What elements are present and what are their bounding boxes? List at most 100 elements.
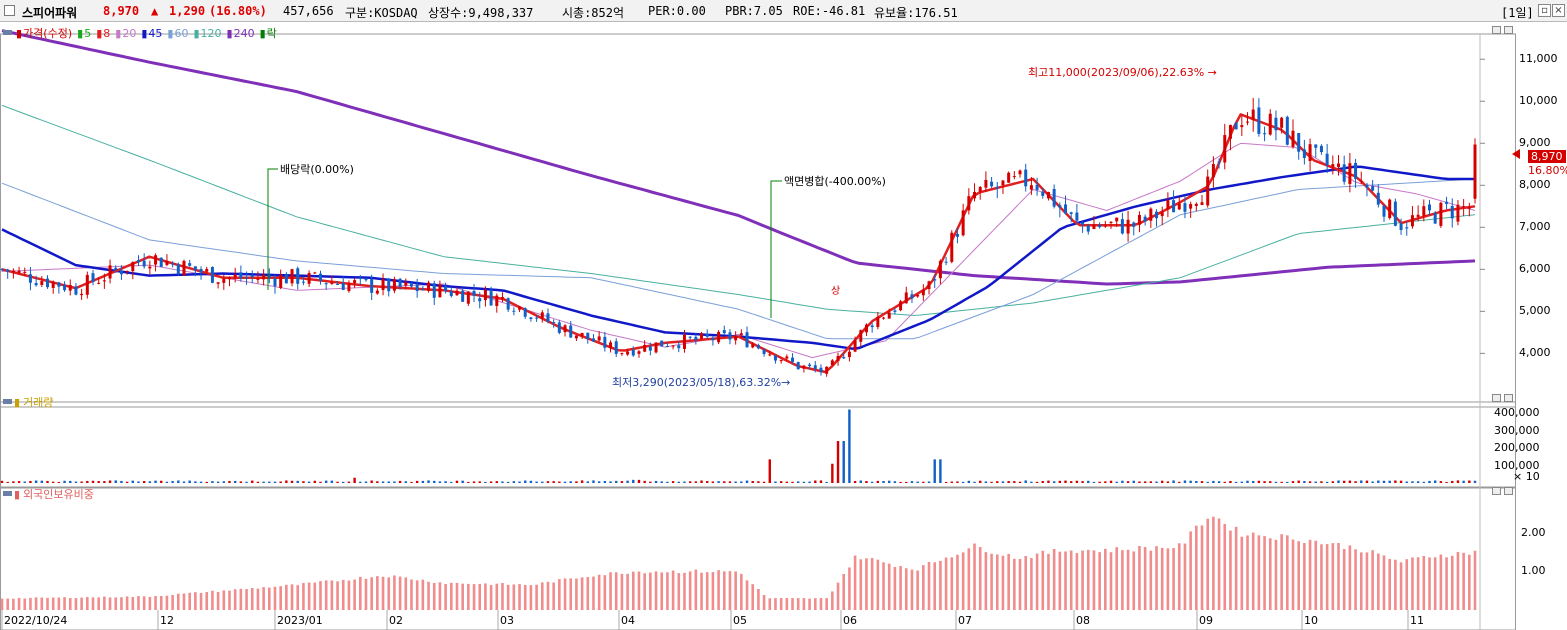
legend-item[interactable]: ▮120 bbox=[193, 27, 222, 40]
foreign-bar bbox=[1092, 550, 1096, 610]
foreign-bar bbox=[484, 583, 487, 610]
candle-body bbox=[1098, 224, 1102, 228]
legend-item[interactable]: ▮5 bbox=[77, 27, 92, 40]
foreign-bar bbox=[29, 597, 32, 610]
candle-body bbox=[370, 279, 374, 293]
candle-body bbox=[802, 365, 806, 369]
volume-bar bbox=[615, 480, 618, 483]
candle-body bbox=[1388, 199, 1392, 219]
foreign-bar bbox=[620, 573, 624, 610]
volume-bar bbox=[256, 481, 260, 483]
candle-body bbox=[227, 277, 231, 280]
current-price: 8,970 bbox=[103, 4, 140, 18]
foreign-bar bbox=[12, 598, 15, 610]
volume-bar bbox=[1445, 481, 1448, 483]
candle-body bbox=[648, 346, 652, 351]
panel-close-icon[interactable] bbox=[1504, 26, 1513, 34]
axis-ticks bbox=[1, 58, 1485, 630]
restore-icon[interactable]: ▫ bbox=[1538, 4, 1551, 17]
candle-body bbox=[950, 232, 954, 262]
legend-item-label: 120 bbox=[200, 27, 222, 40]
candle-body bbox=[97, 282, 101, 284]
foreign-bar bbox=[1428, 557, 1431, 610]
close-icon[interactable]: × bbox=[1552, 4, 1565, 17]
volume-bar bbox=[899, 481, 902, 483]
panel-close-icon[interactable] bbox=[1504, 394, 1513, 402]
candle-body bbox=[114, 267, 118, 271]
volume-bar bbox=[74, 481, 78, 483]
foreign-bar bbox=[631, 571, 635, 610]
candle-body bbox=[540, 312, 544, 318]
panel-handle-icon[interactable] bbox=[3, 491, 12, 496]
legend-item[interactable]: ▮8 bbox=[96, 27, 111, 40]
foreign-bar bbox=[478, 583, 482, 610]
roe-value: ROE:-46.81 bbox=[793, 4, 866, 18]
legend-item[interactable]: ▮240 bbox=[226, 27, 255, 40]
foreign-bar bbox=[1439, 554, 1443, 610]
candle-body bbox=[387, 278, 391, 292]
foreign-bar bbox=[848, 567, 851, 610]
volume-bar bbox=[410, 481, 413, 483]
dividend-annotation: 배당락(0.00%) bbox=[280, 163, 354, 176]
candle-body bbox=[1359, 181, 1363, 183]
volume-bar bbox=[757, 481, 760, 483]
panel-handle-icon[interactable] bbox=[3, 30, 12, 35]
period-selector[interactable]: [1일] bbox=[1501, 6, 1534, 20]
price-tick-label: 10,000 bbox=[1519, 94, 1558, 108]
volume-bar bbox=[472, 481, 476, 483]
legend-item[interactable]: ▮60 bbox=[167, 27, 189, 40]
candle-body bbox=[637, 351, 641, 354]
foreign-bar bbox=[1291, 539, 1295, 610]
price-tick-label: 8,000 bbox=[1519, 178, 1551, 192]
volume-bar bbox=[484, 481, 487, 483]
foreign-bar bbox=[552, 582, 555, 610]
panel-maximize-icon[interactable] bbox=[1492, 26, 1501, 34]
candle-body bbox=[535, 317, 539, 319]
date-tick-label: 11 bbox=[1410, 614, 1424, 627]
foreign-bar bbox=[740, 573, 743, 610]
candle-body bbox=[28, 274, 32, 283]
panel-close-icon[interactable] bbox=[1504, 487, 1513, 495]
stock-chart[interactable] bbox=[0, 22, 1567, 630]
foreign-bar bbox=[137, 596, 140, 610]
ma120-line bbox=[1, 104, 1476, 316]
legend-item-label: 8 bbox=[103, 27, 111, 40]
candle-body bbox=[222, 278, 226, 283]
candle-body bbox=[472, 290, 476, 296]
volume-bar bbox=[1149, 481, 1153, 483]
foreign-bar bbox=[307, 582, 311, 610]
volume-bar bbox=[637, 479, 641, 483]
volume-bar bbox=[148, 481, 152, 483]
volume-bar bbox=[1132, 480, 1135, 483]
candle-body bbox=[700, 333, 704, 339]
legend-item[interactable]: ▮20 bbox=[115, 27, 137, 40]
foreign-bar bbox=[290, 584, 294, 610]
panel-maximize-icon[interactable] bbox=[1492, 394, 1501, 402]
foreign-bar bbox=[256, 588, 260, 610]
candle-body bbox=[813, 365, 817, 369]
foreign-bar bbox=[1411, 557, 1414, 610]
volume-bar bbox=[558, 481, 561, 483]
foreign-bar bbox=[80, 597, 83, 610]
candle-body bbox=[216, 282, 220, 284]
volume-bar bbox=[774, 481, 777, 483]
panel-handle-icon[interactable] bbox=[3, 399, 12, 404]
foreign-bar bbox=[779, 598, 783, 610]
volume-bar bbox=[1092, 481, 1096, 483]
legend-item[interactable]: ▮락 bbox=[259, 27, 277, 40]
foreign-bar bbox=[279, 586, 282, 610]
foreign-bar bbox=[649, 572, 652, 610]
foreign-bar bbox=[967, 548, 971, 610]
candle-body bbox=[518, 306, 522, 310]
panel-maximize-icon[interactable] bbox=[1492, 487, 1501, 495]
window-menu-icon[interactable] bbox=[4, 5, 15, 16]
legend-item[interactable]: ▮45 bbox=[141, 27, 163, 40]
foreign-bar bbox=[1081, 550, 1084, 610]
candle-body bbox=[819, 367, 823, 373]
foreign-bar bbox=[114, 597, 118, 610]
volume-bar bbox=[296, 480, 299, 483]
legend-item[interactable]: ▮가격(수정) bbox=[16, 27, 73, 40]
volume-bar bbox=[364, 481, 368, 483]
volume-multiplier: × 10 bbox=[1513, 470, 1540, 483]
ma60-line bbox=[1, 178, 1476, 340]
